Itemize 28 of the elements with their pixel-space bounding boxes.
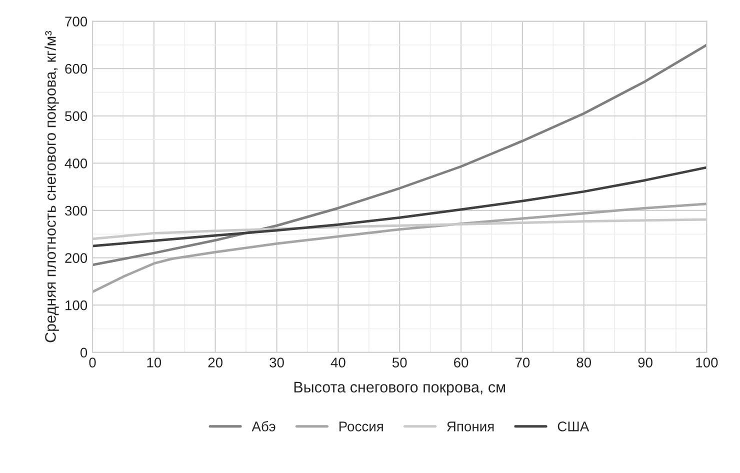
x-tick-label: 50: [392, 358, 407, 368]
y-tick-label: 200: [65, 253, 88, 263]
y-tick-label: 600: [65, 64, 88, 74]
line-series: [92, 44, 707, 266]
y-axis-title: Средняя плотность снегового покрова, кг/м³: [44, 30, 59, 342]
y-tick-label: 400: [64, 158, 88, 168]
x-tick-label: 20: [208, 358, 223, 368]
x-axis-title: Высота снегового покрова, см: [294, 382, 506, 396]
x-tick-label: 80: [576, 358, 592, 368]
y-tick-label: 500: [65, 111, 88, 122]
x-tick-label: 30: [270, 358, 284, 368]
y-tick-label: 700: [65, 16, 88, 26]
x-tick-label: 60: [454, 358, 468, 368]
x-tick-label: 100: [696, 358, 718, 368]
y-tick-label: 0: [80, 348, 88, 358]
x-tick-label: 40: [330, 358, 346, 368]
y-tick-label: 100: [66, 300, 88, 310]
line-series: [92, 202, 707, 294]
x-tick-label: 10: [147, 358, 162, 368]
y-tick-label: 300: [65, 206, 88, 216]
x-tick-label: 90: [638, 358, 652, 368]
legend-label: Россия: [340, 422, 383, 432]
line-series: [92, 166, 707, 248]
legend-label: США: [558, 422, 590, 432]
x-tick-label: 70: [515, 358, 530, 368]
x-tick-label: 0: [89, 358, 96, 368]
legend-label: Япония: [447, 422, 494, 432]
legend-label: Абэ: [252, 421, 276, 432]
